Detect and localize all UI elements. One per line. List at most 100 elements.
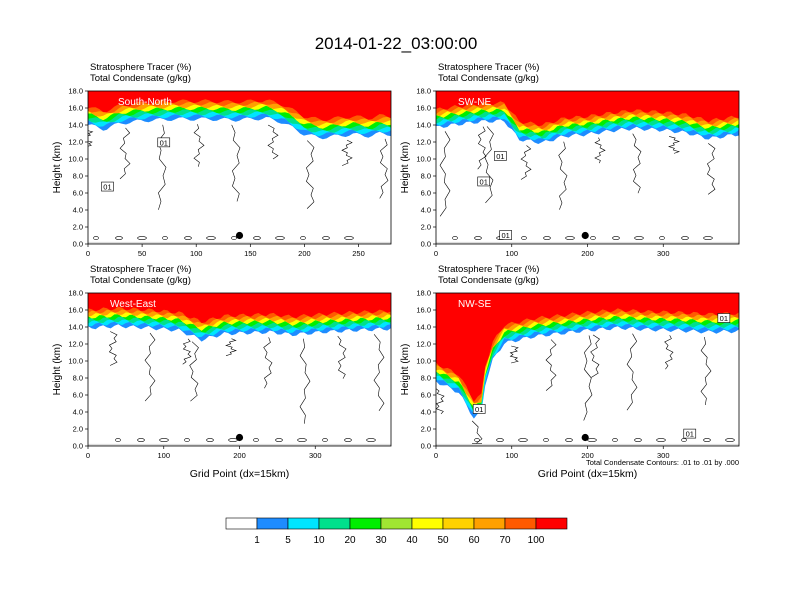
tracer-band-8	[88, 293, 391, 324]
plot-frame	[87, 90, 392, 245]
contour-blob	[253, 438, 259, 442]
y-tick-label: 16.0	[68, 306, 83, 315]
contour-blob	[474, 236, 482, 240]
x-tick-label: 200	[581, 249, 594, 258]
contour-line	[707, 143, 716, 195]
y-tick-label: 0.0	[421, 442, 431, 451]
cross-section-label: South-North	[118, 97, 172, 108]
y-tick-label: 8.0	[73, 172, 83, 181]
y-tick-label: 18.0	[68, 87, 83, 96]
y-tick-label: 6.0	[421, 391, 431, 400]
contour-line	[306, 140, 315, 209]
contour-line	[373, 334, 385, 411]
contour-line	[337, 335, 347, 379]
y-axis-label: Height (km)	[400, 142, 411, 194]
y-tick-label: 10.0	[68, 155, 83, 164]
colorbar-label: 60	[468, 535, 480, 546]
colorbar-swatch	[318, 517, 351, 530]
y-tick-label: 10.0	[416, 155, 431, 164]
contour-blob	[703, 438, 711, 442]
y-tick-label: 2.0	[421, 425, 431, 434]
contour-label: 01	[480, 177, 488, 186]
tracer-band-8	[436, 293, 739, 402]
contour-label-box	[683, 428, 697, 439]
contour-label: 01	[686, 430, 694, 439]
contour-line	[594, 137, 606, 164]
contour-label: 01	[502, 231, 510, 240]
x-axis-label: Grid Point (dx=15km)	[538, 468, 638, 480]
cross-section-label: West-East	[110, 299, 156, 310]
y-tick-label: 4.0	[73, 408, 83, 417]
contour-line	[88, 130, 94, 147]
colorbar-label: 20	[344, 535, 356, 546]
contour-line	[484, 126, 494, 204]
tracer-shading	[436, 293, 739, 446]
contour-line	[231, 124, 241, 202]
contour-blob	[115, 438, 121, 442]
contour-blob	[231, 236, 237, 240]
tracer-band-8	[88, 91, 391, 122]
contour-line	[189, 341, 199, 402]
y-tick-label: 8.0	[421, 374, 431, 383]
y-tick-label: 16.0	[68, 104, 83, 113]
contour-line	[477, 126, 487, 170]
panel-sw-ne: Stratosphere Tracer (%)Total Condensate …	[400, 62, 740, 258]
y-tick-label: 14.0	[416, 323, 431, 332]
contour-blob	[206, 236, 216, 240]
contour-line	[182, 338, 192, 365]
terrain	[436, 241, 739, 244]
y-axis-label: Height (km)	[52, 344, 63, 396]
contour-label: 01	[160, 138, 168, 147]
y-tick-label: 12.0	[68, 340, 83, 349]
contour-blob	[452, 236, 458, 240]
x-tick-label: 100	[190, 249, 203, 258]
contour-blob	[159, 438, 169, 442]
contour-label-box	[472, 404, 486, 414]
contour-line	[509, 345, 519, 364]
y-tick-label: 0.0	[421, 240, 431, 249]
condensate-contours	[439, 126, 716, 240]
contour-blob	[681, 236, 689, 240]
x-tick-label: 200	[298, 249, 311, 258]
x-tick-label: 0	[434, 249, 438, 258]
colorbar-swatch	[256, 517, 289, 530]
contour-line	[263, 337, 273, 389]
contour-line	[558, 141, 568, 210]
contour-label-box	[494, 151, 507, 161]
contour-blob	[656, 438, 666, 442]
contour-line	[225, 338, 237, 356]
location-marker	[235, 231, 244, 240]
contour-blob	[137, 438, 145, 442]
contour-blob	[612, 438, 618, 442]
contour-blob	[344, 438, 352, 442]
panel-subtitle-tracer: Stratosphere Tracer (%)	[438, 62, 539, 73]
panels: Stratosphere Tracer (%)Total Condensate …	[52, 62, 740, 480]
contour-line	[700, 336, 712, 406]
colorbar-swatch	[504, 517, 537, 530]
y-tick-label: 8.0	[73, 374, 83, 383]
y-tick-label: 14.0	[68, 121, 83, 130]
y-tick-label: 2.0	[421, 223, 431, 232]
contour-blob	[612, 236, 620, 240]
contour-label-box	[101, 181, 114, 192]
colorbar-swatch	[380, 517, 413, 530]
y-tick-label: 4.0	[421, 408, 431, 417]
contour-line	[108, 331, 118, 366]
y-tick-label: 10.0	[416, 357, 431, 366]
tracer-band-8	[436, 91, 739, 127]
terrain	[436, 443, 739, 446]
contour-line	[590, 334, 600, 378]
x-tick-label: 0	[434, 451, 438, 460]
contour-blob	[300, 236, 306, 240]
panel-subtitle-condensate: Total Condensate (g/kg)	[438, 73, 539, 84]
contour-blob	[206, 438, 214, 442]
contour-blob	[184, 438, 190, 442]
panel-subtitle-condensate: Total Condensate (g/kg)	[90, 73, 191, 84]
contour-blob	[344, 236, 354, 240]
contour-line	[439, 131, 451, 217]
location-marker	[581, 231, 589, 240]
y-tick-label: 0.0	[73, 240, 83, 249]
contour-blob	[725, 438, 735, 442]
contour-line	[436, 388, 445, 415]
